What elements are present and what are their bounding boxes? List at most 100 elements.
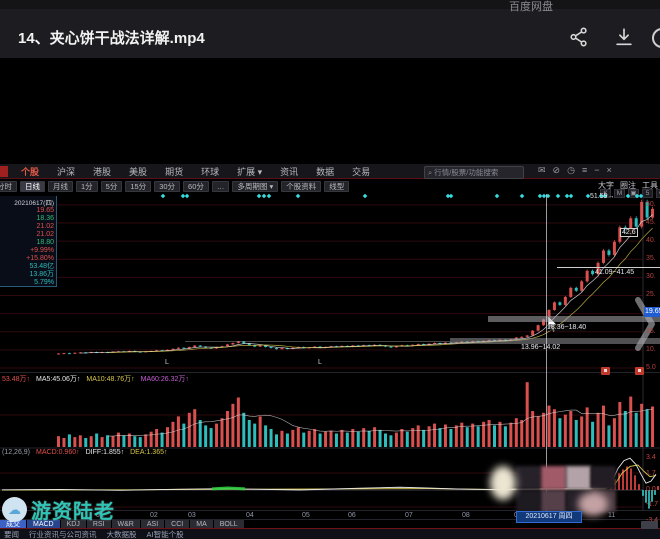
mini-tool-icon-2[interactable]: ▣ xyxy=(628,189,639,198)
indicator-tab-MACD[interactable]: MACD xyxy=(27,520,60,529)
nav-tab-数据[interactable]: 数据 xyxy=(316,166,335,177)
period-tab-月线[interactable]: 月线 xyxy=(48,180,73,192)
peak-price-annotation: 51.59→ xyxy=(590,193,615,200)
mini-tool-icon-1[interactable]: M xyxy=(614,189,625,198)
nav-tab-资讯[interactable]: 资讯 xyxy=(280,166,299,177)
nav-tab-个股[interactable]: 个股 xyxy=(21,166,40,177)
macd-axis-label: -3.4 xyxy=(646,517,658,524)
nav-tab-扩展 ▾[interactable]: 扩展 ▾ xyxy=(237,166,263,177)
period-tab-个股资料[interactable]: 个股资料 xyxy=(281,180,322,192)
nav-tab-期货[interactable]: 期货 xyxy=(165,166,184,177)
tool-圈注[interactable]: 圈注 xyxy=(620,181,636,190)
x-axis-month-label: 02 xyxy=(150,512,158,519)
quote-info-panel: 20210617(四) 19.65 18.36 21.02 21.02 18.80 +9.… xyxy=(0,196,57,287)
period-tab-30分[interactable]: 30分 xyxy=(154,180,181,192)
event-marker-badge xyxy=(635,367,644,375)
nav-tab-沪深[interactable]: 沪深 xyxy=(57,166,76,177)
indicator-tab-BOLL[interactable]: BOLL xyxy=(213,520,244,529)
period-tab-60分[interactable]: 60分 xyxy=(183,180,209,192)
stock-search-input[interactable]: ⌕ 行情/股票/功能搜索 xyxy=(424,166,524,179)
nav-tab-港股[interactable]: 港股 xyxy=(93,166,112,177)
menu-icon[interactable]: ≡ xyxy=(581,165,588,175)
bottom-right-mini-button[interactable] xyxy=(641,521,658,529)
mini-tool-icon-3[interactable]: 5 xyxy=(642,189,653,198)
period-tab-多周期图 ▾[interactable]: 多周期图 ▾ xyxy=(232,180,279,192)
close-icon[interactable]: × xyxy=(606,165,612,175)
nav-tab-交易[interactable]: 交易 xyxy=(352,166,371,177)
price-axis-label: 25. xyxy=(646,291,656,299)
nav-tab-环球[interactable]: 环球 xyxy=(201,166,220,177)
indicator-tab-W&R[interactable]: W&R xyxy=(111,520,140,529)
quote-value-row: +15.80% xyxy=(26,255,54,262)
download-icon[interactable] xyxy=(613,26,635,48)
tool-大字[interactable]: 大字 xyxy=(598,181,614,190)
indicator-tab-成交[interactable]: 成交 xyxy=(0,520,26,529)
status-item-行业资讯与公司资讯[interactable]: 行业资讯与公司资讯 xyxy=(29,529,97,539)
message-icon[interactable]: ✉ xyxy=(538,165,546,175)
video-title: 14、夹心饼干战法详解.mp4 xyxy=(18,30,205,47)
indicator-tab-KDJ[interactable]: KDJ xyxy=(60,520,86,529)
period-tab-5分[interactable]: 5分 xyxy=(100,180,123,192)
censor-block xyxy=(516,490,541,512)
price-level-box: 42.6 xyxy=(620,228,638,237)
video-titlebar: 14、夹心饼干战法详解.mp4 xyxy=(0,9,660,58)
tool-工具 ▾[interactable]: 工具 ▾ xyxy=(642,181,660,190)
minimize-icon[interactable]: − xyxy=(594,165,600,175)
indicator-tab-CCI[interactable]: CCI xyxy=(165,520,190,529)
period-tab-1分[interactable]: 1分 xyxy=(76,180,98,192)
nav-underline xyxy=(0,178,660,179)
range-high-label: 41.09~41.45 xyxy=(595,269,635,276)
x-axis-month-label: 07 xyxy=(405,512,413,519)
period-tab-…[interactable]: … xyxy=(211,180,230,192)
price-axis-label: 50. xyxy=(646,200,656,208)
x-axis-month-label: 11 xyxy=(608,512,616,519)
x-axis-month-label: 05 xyxy=(302,512,310,519)
price-axis-label: 40. xyxy=(646,237,656,245)
status-item-大数据股[interactable]: 大数据股 xyxy=(106,529,137,539)
price-axis-label: 5.0 xyxy=(646,364,656,371)
quote-value-row: 19.65 xyxy=(36,207,54,214)
period-tab-分时[interactable]: 分时 xyxy=(0,180,17,192)
macd-indicator-header: (12,26,9) MACD:0.960↑ DIFF:1.855↑ DEA:1.365… xyxy=(2,449,167,456)
mini-tool-icon-4[interactable]: ↺ xyxy=(656,189,660,198)
quote-value-row: 53.48亿 xyxy=(29,263,54,270)
indicator-tab-RSI[interactable]: RSI xyxy=(86,520,111,529)
block-icon[interactable]: ⊘ xyxy=(552,165,561,175)
volume-indicator-header: 53.48万↑ MA5:45.06万↑ MA10:48.76万↑ MA60:26.32… xyxy=(2,374,189,384)
range-mid-label: 18.36~18.40 xyxy=(547,324,587,331)
quote-value-row: 18.36 xyxy=(36,215,54,222)
range-line-low xyxy=(185,341,450,342)
price-axis-label: 15. xyxy=(646,327,656,335)
nav-tab-美股[interactable]: 美股 xyxy=(129,166,148,177)
quote-value-row: +9.99% xyxy=(30,247,54,254)
x-axis-month-label: 08 xyxy=(462,512,470,519)
quote-value-row: 21.02 xyxy=(36,223,54,230)
more-icon-partial[interactable] xyxy=(652,28,660,48)
indicator-tab-MA[interactable]: MA xyxy=(190,520,213,529)
period-toolbar: 分时 日线 月线 1分 5分 15分 30分 60分… 多周期图 ▾ 个股资料 线型 xyxy=(0,180,660,192)
crosshair-vertical xyxy=(546,194,547,511)
vol-ma-label: MA10:48.76万↑ xyxy=(86,376,135,383)
service-name: 百度网盘 xyxy=(509,1,553,13)
x-axis-month-label: 06 xyxy=(348,512,356,519)
price-axis-label: 10. xyxy=(646,345,656,353)
indicator-tab-ASI[interactable]: ASI xyxy=(140,520,165,529)
status-item-要闻[interactable]: 要闻 xyxy=(4,529,19,539)
censor-block xyxy=(591,466,616,490)
range-low-label: 13.96~14.02 xyxy=(521,344,561,351)
censor-block xyxy=(541,490,566,512)
period-tab-线型[interactable]: 线型 xyxy=(324,180,350,192)
status-item-AI智能个股[interactable]: AI智能个股 xyxy=(146,529,184,539)
censor-block xyxy=(566,466,591,490)
period-tab-日线[interactable]: 日线 xyxy=(20,180,45,192)
history-icon[interactable]: ◷ xyxy=(567,165,575,175)
quote-date: 20210617(四) xyxy=(14,200,54,207)
censor-block xyxy=(516,466,541,490)
share-icon[interactable] xyxy=(568,26,590,48)
quote-value-row: 5.79% xyxy=(34,279,54,286)
x-axis-month-label: 01 xyxy=(96,512,104,519)
x-axis-month-label: 03 xyxy=(188,512,196,519)
period-tab-15分[interactable]: 15分 xyxy=(125,180,152,192)
vol-ma-label: MA5:45.06万↑ xyxy=(36,376,81,383)
